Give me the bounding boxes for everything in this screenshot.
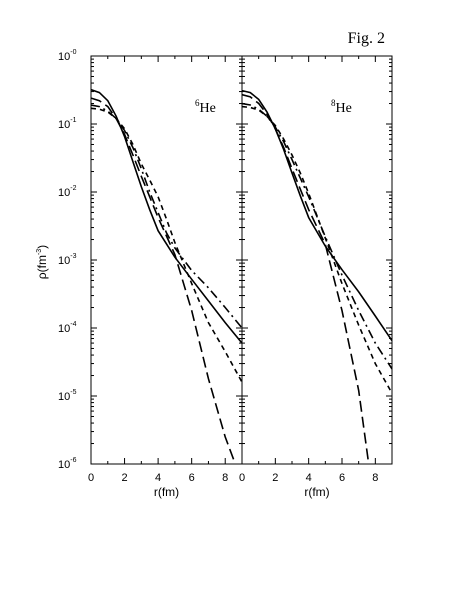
y-tick-label: 10-5: [58, 389, 77, 403]
y-tick-exponent: -3: [70, 253, 76, 260]
x-tick-label: 0: [239, 472, 245, 484]
panel-label: 8He: [331, 98, 352, 116]
y-tick-label: 10-2: [58, 185, 77, 199]
x-tick-label: 0: [88, 472, 94, 484]
x-tick-label: 4: [306, 472, 312, 484]
x-tick-label: 2: [121, 472, 127, 484]
y-tick-exponent: -5: [70, 389, 76, 396]
y-tick-label: 10-1: [58, 117, 77, 131]
y-tick-exponent: -2: [70, 185, 76, 192]
series-short-dash-line: [91, 107, 242, 383]
x-tick-label: 8: [372, 472, 378, 484]
y-tick-exponent: -1: [70, 117, 76, 124]
x-tick-label: 6: [339, 472, 345, 484]
element-symbol: He: [200, 101, 216, 116]
mass-number: 8: [331, 98, 336, 108]
x-tick-label: 6: [189, 472, 195, 484]
x-tick-label: 2: [272, 472, 278, 484]
series-solid-line: [91, 88, 242, 344]
series-short-dash-line: [242, 105, 392, 394]
y-tick-exponent: -4: [70, 321, 76, 328]
x-axis-label: r(fm): [304, 485, 329, 499]
y-tick-label: 10-6: [58, 457, 77, 471]
panel-label: 6He: [195, 98, 216, 116]
series-long-dash-line: [242, 93, 370, 464]
y-tick-base: 10: [58, 323, 70, 335]
panel-frame: [241, 55, 393, 465]
y-tick-label: 10-4: [58, 321, 77, 335]
y-tick-base: 10: [58, 119, 70, 131]
y-axis-label-base: ρ(fm: [35, 255, 49, 279]
y-axis-label-exponent: -3: [36, 249, 43, 255]
series-solid-line: [242, 89, 392, 342]
y-tick-base: 10: [58, 255, 70, 267]
panel-1: 0 2 4 6 8r(fm)6He: [88, 55, 243, 499]
mass-number: 6: [195, 98, 200, 108]
series-long-dash-line: [91, 97, 237, 464]
y-tick-label: 10-0: [58, 49, 77, 63]
x-tick-label: 8: [222, 472, 228, 484]
y-axis-label: ρ(fm-3): [35, 245, 49, 279]
y-tick-base: 10: [58, 51, 70, 63]
y-tick-base: 10: [58, 459, 70, 471]
figure-title: Fig. 2: [348, 30, 385, 47]
series-dash-dot-line: [91, 104, 242, 329]
y-tick-exponent: -6: [70, 457, 76, 464]
y-tick-label: 10-3: [58, 253, 77, 267]
y-axis-label-close: ): [35, 245, 49, 249]
y-tick-base: 10: [58, 391, 70, 403]
y-tick-base: 10: [58, 187, 70, 199]
panel-2: 0 2 4 6 8r(fm)8He: [239, 55, 393, 499]
y-tick-exponent: -0: [70, 49, 76, 56]
series-dash-dot-line: [242, 102, 392, 370]
x-tick-label: 4: [155, 472, 161, 484]
x-axis-label: r(fm): [154, 485, 179, 499]
element-symbol: He: [336, 101, 352, 116]
